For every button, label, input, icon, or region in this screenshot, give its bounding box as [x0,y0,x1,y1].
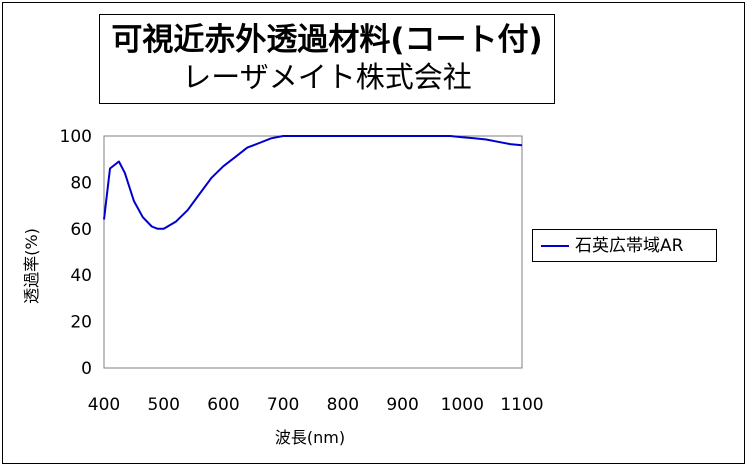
series-group [103,135,523,230]
x-axis-ticks: 400 500 600 700 800 900 1000 1100 [88,395,544,415]
x-tick-label: 700 [267,395,299,415]
chart-subtitle: レーザメイト株式会社 [182,60,472,94]
y-tick-label: 40 [70,266,92,286]
x-tick-label: 1100 [500,395,543,415]
y-tick-label: 60 [70,220,92,240]
y-tick-label: 80 [70,173,92,193]
y-axis-ticks: 0 20 40 60 80 100 [60,127,92,379]
y-tick-label: 20 [70,313,92,333]
x-tick-label: 1000 [441,395,484,415]
y-axis-label-wrap: 透過率(%) [6,196,54,336]
chart-frame [2,2,745,464]
x-tick-label: 900 [386,395,418,415]
x-tick-label: 400 [88,395,120,415]
x-tick-label: 500 [147,395,179,415]
legend-label: 石英広帯域AR [575,236,684,256]
legend-swatch-line [541,245,569,247]
y-tick-label: 100 [60,127,92,147]
y-tick-label: 0 [81,359,92,379]
x-axis-label: 波長(nm) [274,428,346,447]
x-tick-label: 600 [207,395,239,415]
chart-title-box: 可視近赤外透過材料(コート付) レーザメイト株式会社 [99,14,555,104]
series-line [103,135,523,230]
x-tick-label: 800 [327,395,359,415]
chart-title: 可視近赤外透過材料(コート付) [111,22,543,58]
y-axis-label: 透過率(%) [22,228,41,304]
legend: 石英広帯域AR [532,229,717,262]
plot-area [103,135,523,369]
